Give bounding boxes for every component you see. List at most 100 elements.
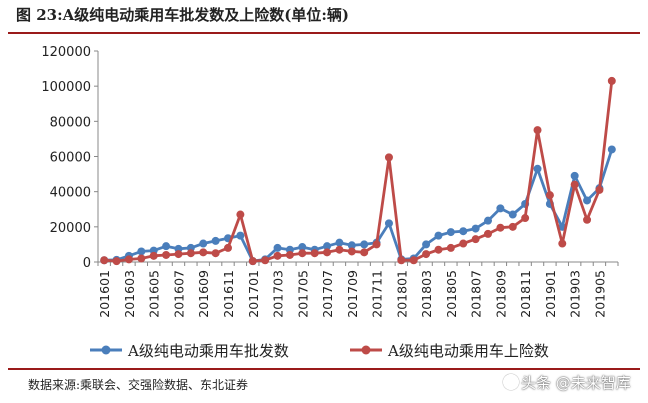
legend-label-0: A级纯电动乘用车批发数 [127, 342, 289, 360]
series-1-point [298, 249, 307, 258]
x-tick-label: 201707 [320, 270, 335, 318]
x-tick-label: 201705 [295, 270, 310, 318]
series-0-point [422, 240, 431, 249]
watermark-logo-icon [503, 374, 519, 390]
x-tick-label: 201905 [592, 270, 607, 318]
x-tick-label: 201609 [196, 270, 211, 318]
series-0-point [162, 242, 171, 251]
series-1-point [273, 251, 282, 260]
series-1-point [521, 214, 530, 223]
y-tick-label: 80000 [50, 115, 91, 130]
y-tick-label: 0 [83, 256, 91, 271]
series-1-point [100, 256, 109, 265]
series-1-point [174, 250, 183, 259]
legend-marker-1 [361, 345, 371, 355]
series-1-point [347, 247, 356, 256]
x-tick-label: 201901 [543, 270, 558, 318]
series-1-point [335, 245, 344, 254]
series-1-point [607, 76, 616, 85]
series-1-point [409, 256, 418, 265]
series-1-point [595, 185, 604, 194]
x-tick-label: 201801 [394, 270, 409, 318]
x-tick-label: 201603 [122, 270, 137, 318]
series-1-point [583, 215, 592, 224]
y-tick-label: 100000 [41, 80, 91, 95]
series-1-point [323, 248, 332, 257]
series-0-point [459, 227, 468, 236]
series-0-point [137, 247, 146, 256]
series-1-point [137, 254, 146, 263]
series-0-point [583, 196, 592, 205]
y-tick-label: 120000 [41, 45, 91, 60]
x-tick-label: 201809 [493, 270, 508, 318]
series-1-point [199, 248, 208, 257]
series-1-point [558, 239, 567, 248]
x-tick-label: 201703 [271, 270, 286, 318]
series-1-point [149, 251, 158, 260]
watermark-text: 头条 @未来智库 [521, 374, 631, 392]
series-1-point [484, 229, 492, 238]
series-0-point [298, 243, 307, 252]
legend-marker-0 [101, 345, 111, 355]
series-0-point [484, 216, 492, 225]
x-tick-label: 201611 [221, 270, 236, 318]
series-0-point [347, 241, 356, 250]
x-tick-label: 201607 [171, 270, 186, 318]
series-1-point [459, 239, 468, 248]
series-1-point [248, 257, 257, 266]
series-1-point [211, 249, 220, 258]
series-1-point [471, 235, 480, 244]
series-0-point [471, 224, 480, 233]
series-1-point [496, 223, 505, 232]
series-0-point [335, 238, 344, 247]
series-1-point [360, 248, 369, 257]
series-1-point [533, 126, 542, 135]
x-tick-label: 201601 [97, 270, 112, 318]
series-0-point [607, 145, 616, 154]
series-1-point [384, 153, 393, 162]
watermark: 头条 @未来智库 [503, 372, 631, 393]
series-0-point [496, 204, 505, 213]
data-source: 数据来源:乘联会、交强险数据、东北证券 [28, 378, 249, 392]
y-tick-label: 40000 [50, 186, 91, 201]
series-0-point [570, 171, 579, 180]
series-1-point [434, 245, 443, 254]
x-tick-label: 201709 [345, 270, 360, 318]
series-0-point [384, 219, 393, 228]
series-0-point [446, 228, 455, 237]
series-1-point [545, 191, 554, 200]
series-0-point [434, 231, 443, 240]
series-1-point [446, 243, 455, 252]
series-1-point [285, 250, 294, 259]
x-tick-label: 201803 [419, 270, 434, 318]
series-1-point [372, 240, 381, 249]
series-0-point [508, 210, 517, 219]
series-1-point [261, 256, 270, 265]
series-0-point [273, 243, 282, 252]
series-1-point [422, 250, 431, 259]
series-1-point [124, 255, 133, 264]
legend-label-1: A级纯电动乘用车上险数 [387, 342, 549, 360]
title-bar [8, 6, 640, 34]
series-1-point [508, 222, 517, 231]
y-tick-label: 20000 [50, 221, 91, 236]
series-1-point [310, 249, 319, 258]
x-tick-label: 201807 [469, 270, 484, 318]
series-0-point [360, 240, 369, 249]
x-tick-label: 201903 [568, 270, 583, 318]
series-0-point [236, 231, 245, 240]
series-1-point [236, 210, 245, 219]
source-divider [8, 368, 640, 370]
series-0-point [211, 236, 220, 245]
series-0-point [533, 164, 542, 173]
series-1-point [186, 249, 195, 258]
series-1-point [397, 256, 406, 265]
series-1-point [162, 250, 171, 259]
series-1-point [570, 180, 579, 189]
y-tick-label: 60000 [50, 151, 91, 166]
series-0-point [199, 239, 208, 248]
series-1-point [112, 257, 121, 266]
x-tick-label: 201805 [444, 270, 459, 318]
x-tick-label: 201811 [518, 270, 533, 318]
